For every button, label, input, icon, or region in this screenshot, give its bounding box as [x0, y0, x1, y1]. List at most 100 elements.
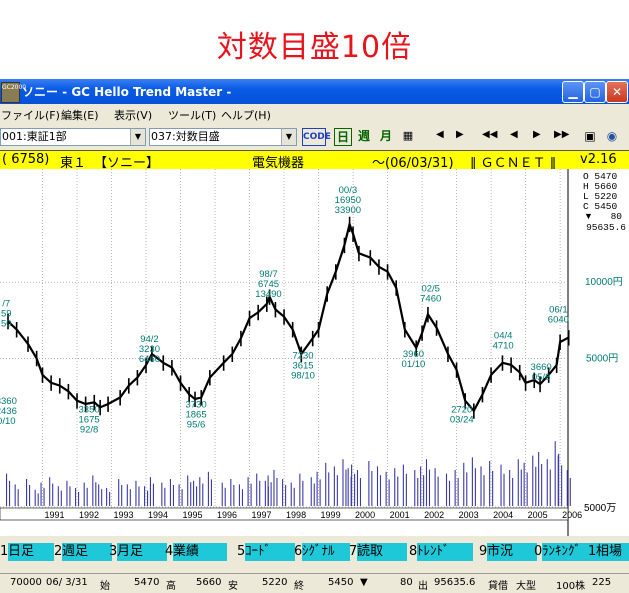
fkey-number: 9 [479, 544, 488, 559]
fkey-button[interactable]: 日足 [8, 543, 54, 561]
forward-icon[interactable]: ▶ [456, 129, 464, 140]
price-line [7, 220, 570, 413]
code-button[interactable]: CODE [302, 128, 331, 146]
chevron-down-icon[interactable]: ▼ [130, 129, 145, 145]
volume-bar [299, 473, 301, 506]
volume-bar [270, 482, 272, 506]
volume-bar [325, 462, 327, 506]
volume-bar [480, 466, 482, 506]
fkey-button[interactable]: 市況 [487, 543, 537, 561]
volume-bar [512, 478, 514, 506]
fkey-button[interactable]: ﾗﾝｷﾝｸﾞ [542, 543, 598, 561]
volume-bar [190, 482, 192, 506]
app-icon[interactable]: GC2000 [1, 82, 26, 103]
ohlc-value: L 5220 [583, 191, 618, 202]
chart-settings-icon[interactable]: ▦ [402, 129, 414, 142]
volume-bar [509, 470, 511, 506]
menu-tools[interactable]: ツール(T) [168, 109, 217, 122]
status-field: 始 [100, 581, 110, 592]
volume-bar [187, 475, 189, 506]
price-annotation: 3660 [531, 362, 552, 373]
volume-bar [164, 487, 166, 506]
fkey-button[interactable]: 月足 [117, 543, 167, 561]
x-tick-label: 1997 [252, 510, 272, 520]
close-button[interactable]: ✕ [606, 81, 628, 103]
price-annotation: 03/24 [450, 415, 474, 426]
month-button[interactable]: 月 [379, 129, 392, 143]
price-annotation: 06/1 [549, 304, 568, 315]
volume-bar [554, 441, 556, 506]
fast-forward-icon[interactable]: ▶▶ [554, 129, 570, 140]
x-tick-label: 1998 [286, 510, 306, 520]
price-annotation: 2720 [451, 405, 472, 416]
status-field: ▼ [360, 577, 368, 588]
menu-edit[interactable]: 編集(E) [61, 109, 99, 122]
volume-bar [101, 489, 103, 506]
fkey-button[interactable]: ﾄﾚﾝﾄﾞ [417, 543, 473, 561]
ohlc-value: H 5660 [583, 181, 618, 192]
volume-bar [43, 487, 45, 506]
menu-help[interactable]: ヘルプ(H) [221, 109, 271, 122]
volume-bar [75, 488, 77, 506]
volume-bar [517, 459, 519, 506]
back-icon[interactable]: ◀ [436, 129, 444, 140]
market-select-value: 001:東証1部 [2, 130, 67, 143]
volume-bar [37, 493, 39, 506]
minimize-icon: ▁ [568, 85, 578, 99]
step-back-icon[interactable]: ◀ [510, 129, 518, 140]
volume-bar [78, 492, 80, 506]
volume-bar [92, 475, 94, 506]
step-forward-icon[interactable]: ▶ [533, 129, 541, 140]
market-select[interactable]: 001:東証1部 ▼ [0, 128, 146, 146]
volume-bar [181, 489, 183, 506]
volume-bar [376, 466, 379, 506]
chart-type-select[interactable]: 037:対数目盛 ▼ [149, 128, 297, 146]
fkey-number: 7 [349, 544, 358, 559]
chevron-down-icon[interactable]: ▼ [281, 129, 296, 145]
y-axis-label: 10000円 [585, 277, 623, 288]
x-tick-label: 1999 [321, 510, 341, 520]
stock-sector: 電気機器 [252, 156, 305, 171]
week-button[interactable]: 週 [357, 129, 370, 143]
volume-bar [241, 489, 244, 506]
menu-view[interactable]: 表示(V) [114, 109, 153, 122]
volume-bar [313, 483, 315, 506]
y-axis-label: 5000円 [586, 353, 618, 364]
volume-bar [445, 473, 448, 506]
fast-rewind-icon[interactable]: ◀◀ [482, 129, 498, 140]
maximize-button[interactable]: ▢ [584, 81, 606, 103]
volume-bar [264, 480, 266, 506]
menu-file[interactable]: ファイル(F) [1, 109, 60, 122]
page-heading: 対数目盛10倍 [216, 30, 413, 65]
day-button[interactable]: 日 [334, 128, 352, 146]
volume-bar [417, 478, 419, 506]
volume-bar [428, 469, 431, 506]
fkey-button[interactable]: 週足 [62, 543, 112, 561]
status-field: 5470 [134, 577, 160, 588]
fkey-button[interactable]: 読取 [357, 543, 407, 561]
volume-bar [483, 475, 485, 506]
fkey-button[interactable]: 相場 [596, 543, 629, 561]
volume-bar [333, 466, 335, 506]
info-icon[interactable]: ◉ [606, 129, 618, 143]
status-field: 大型 [516, 581, 536, 592]
price-annotation: 92/8 [80, 425, 99, 436]
status-field: 225 [592, 577, 612, 588]
toolbar: 001:東証1部 ▼ 037:対数目盛 ▼ CODE 日 週 月 ▦ ◀ ▶ ◀… [0, 125, 629, 147]
volume-bar [434, 468, 436, 506]
fkey-button[interactable]: 業績 [173, 543, 227, 561]
volume-bar [532, 455, 534, 506]
title-bar[interactable]: GC2000 ソニー - GC Hello Trend Master - ▁ ▢… [0, 79, 629, 104]
fkey-button[interactable]: ｺｰﾄﾞ [245, 543, 295, 561]
x-tick-label: 2001 [390, 510, 410, 520]
volume-bar [394, 468, 396, 506]
price-annotation: 6040 [548, 314, 569, 325]
fkey-button[interactable]: ｼｸﾞﾅﾙ [302, 543, 350, 561]
price-annotation: 6460 [139, 354, 160, 365]
fkey-number: 5 [237, 544, 246, 559]
print-icon[interactable]: ▣ [584, 129, 596, 143]
minimize-button[interactable]: ▁ [562, 81, 584, 103]
volume-bar [138, 486, 140, 506]
volume-bar [267, 475, 269, 506]
